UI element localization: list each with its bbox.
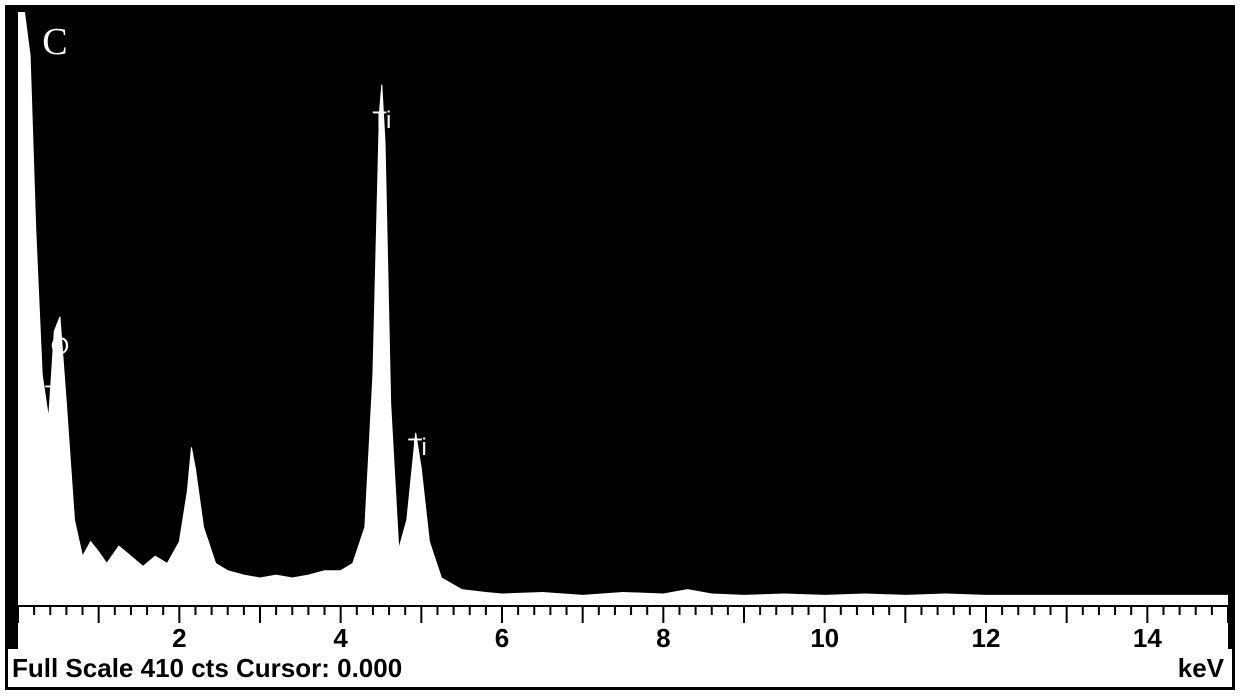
x-axis: 2468101214 bbox=[18, 605, 1228, 649]
panel-letter: C bbox=[42, 20, 67, 64]
x-axis-unit-label: keV bbox=[1178, 653, 1224, 684]
x-axis-labels: 2468101214 bbox=[18, 627, 1228, 649]
peak-label: Ti bbox=[372, 107, 391, 135]
spectrum-svg bbox=[18, 12, 1228, 607]
spectrum-frame: C O Ti Ti Ti 2468101214 Full Scale 410 cts … bbox=[5, 5, 1235, 690]
peak-label: Ti bbox=[408, 434, 427, 462]
full-scale-label: Full Scale 410 cts Cursor: 0.000 bbox=[12, 653, 402, 684]
footer: Full Scale 410 cts Cursor: 0.000 keV bbox=[8, 649, 1232, 687]
plot-area: C O Ti Ti Ti bbox=[18, 12, 1228, 607]
peak-label: Ti bbox=[45, 381, 64, 409]
x-axis-ticks bbox=[18, 607, 1228, 627]
peak-label: O bbox=[51, 333, 70, 361]
